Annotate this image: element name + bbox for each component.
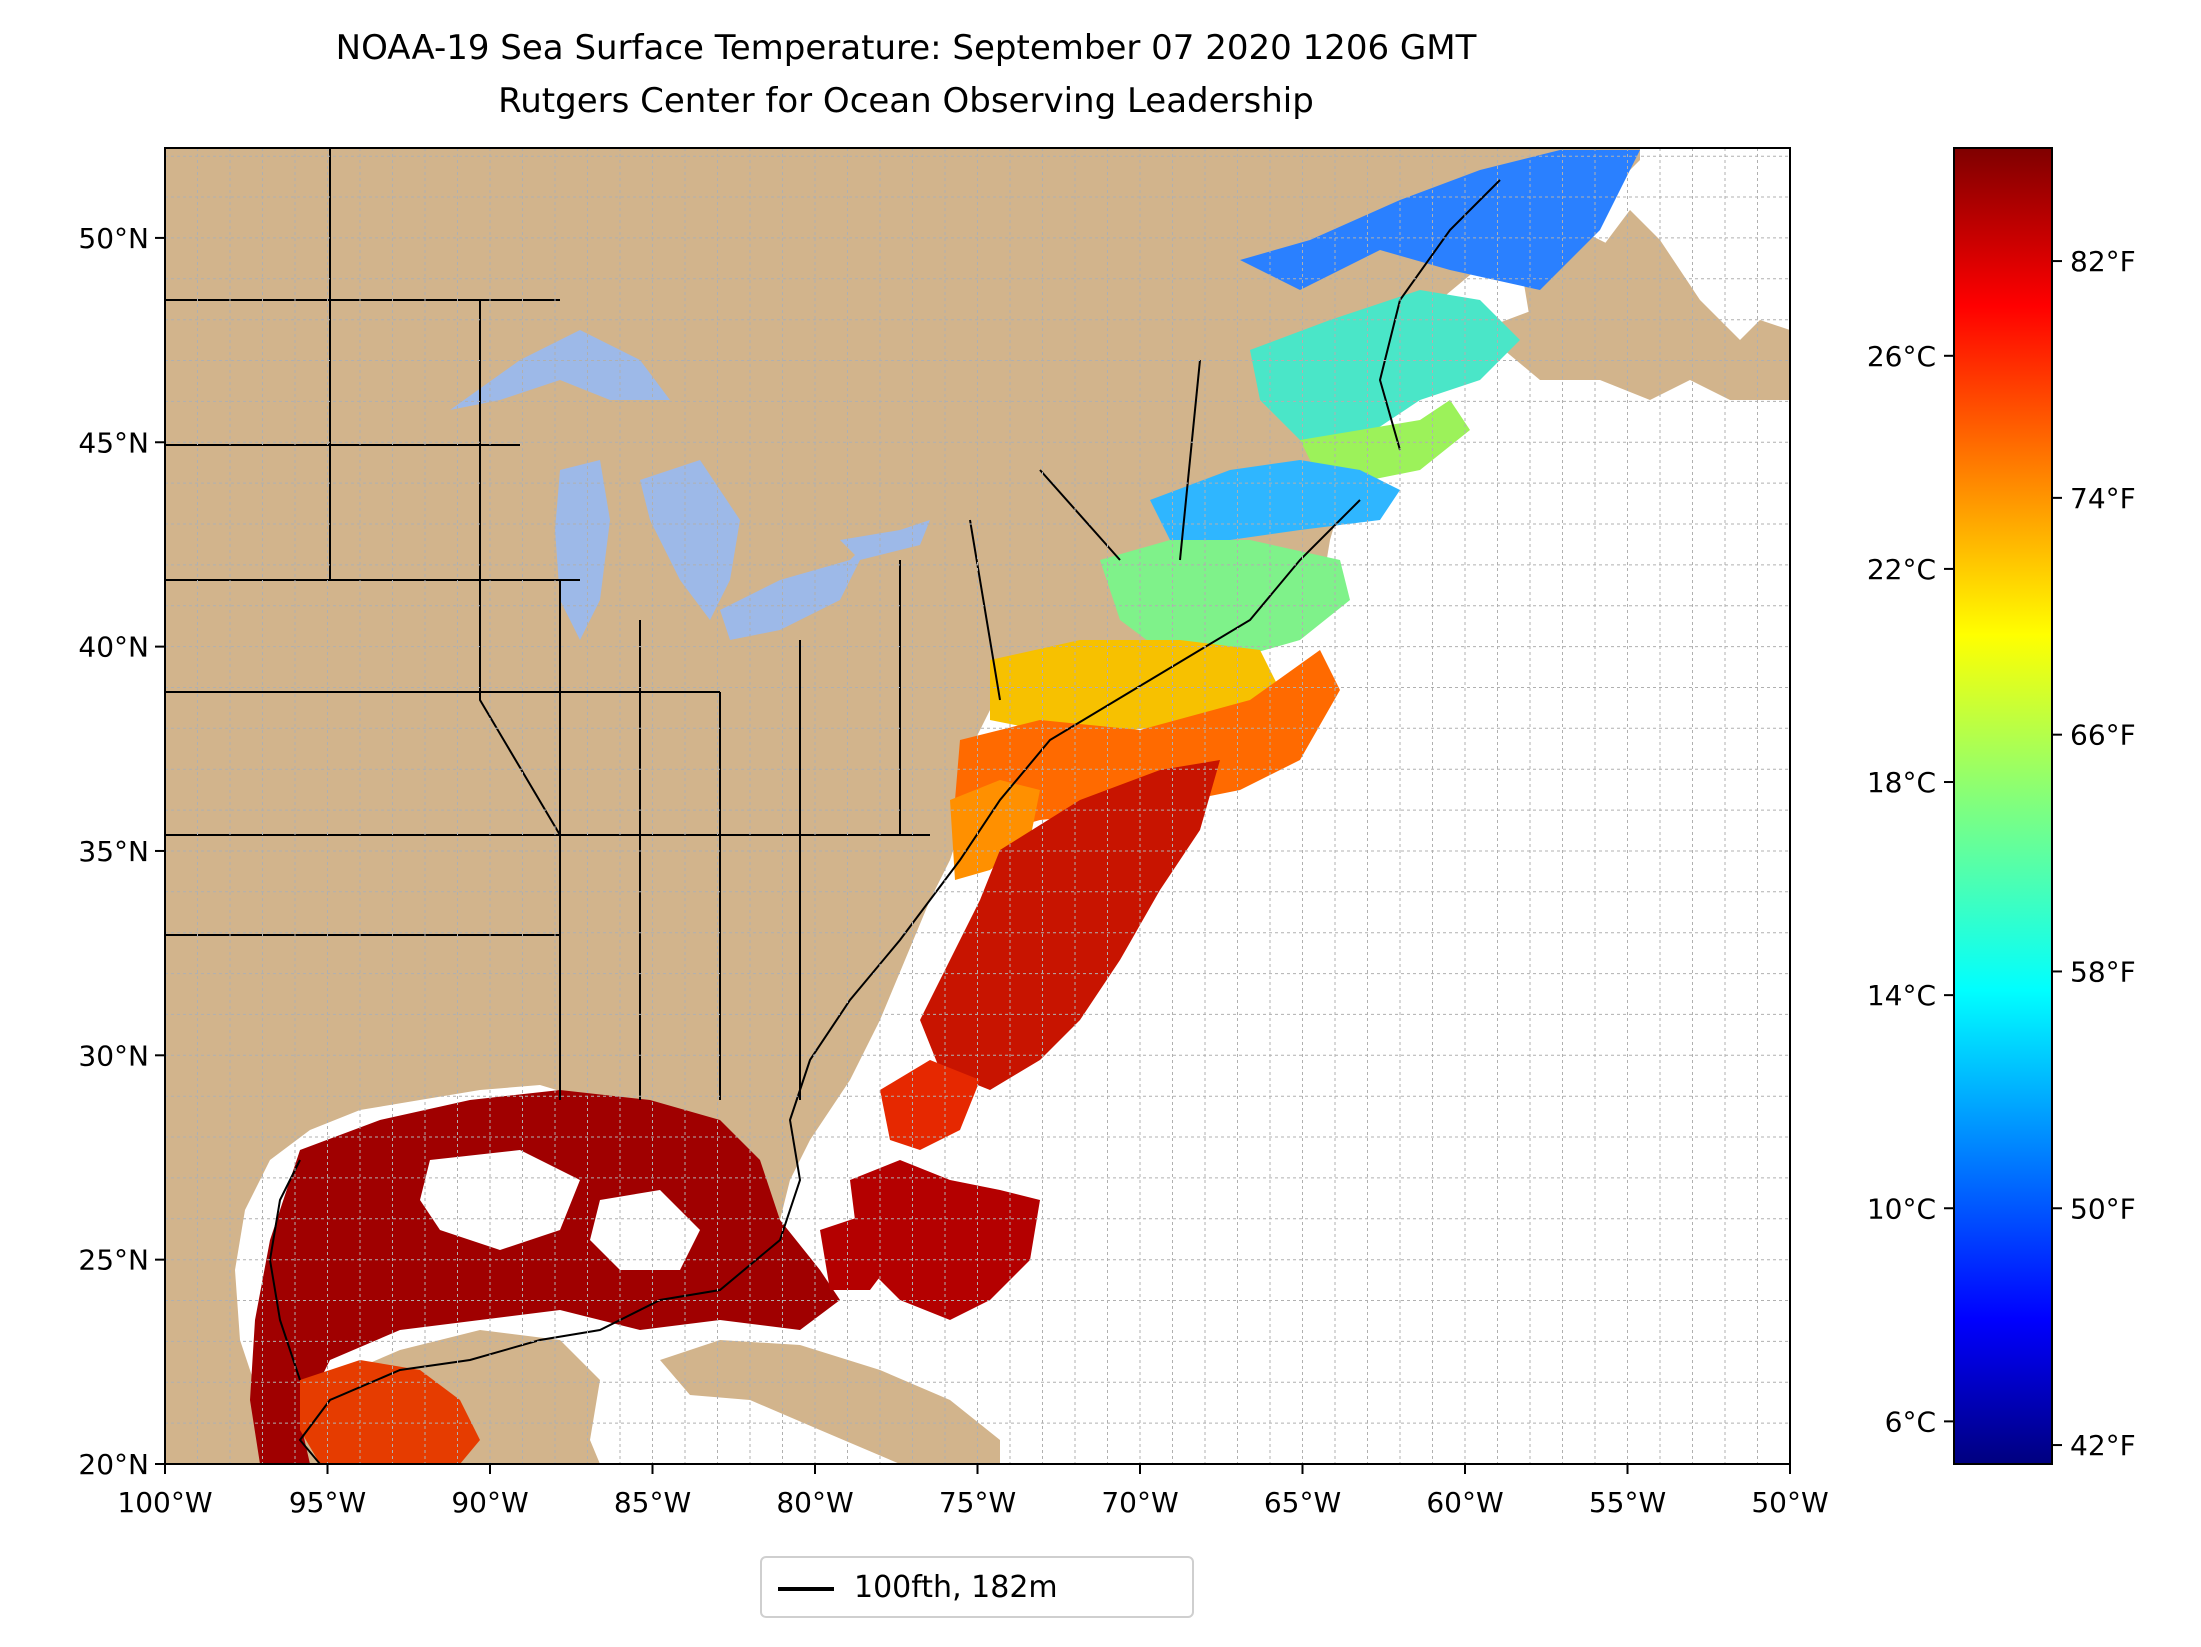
y-tick-label: 45°N [78,426,149,459]
colorbar-celsius-axis: 6°C 10°C 14°C 18°C 22°C 26°C [1867,340,1954,1438]
latitude-axis: 20°N 25°N 30°N 35°N 40°N 45°N 50°N [78,222,165,1481]
celsius-tick-label: 6°C [1885,1405,1936,1438]
celsius-tick-label: 22°C [1867,553,1936,586]
x-tick-label: 55°W [1589,1486,1666,1519]
colorbar-fahrenheit-axis: 42°F 50°F 58°F 66°F 74°F 82°F [2052,245,2136,1462]
celsius-tick-label: 14°C [1867,979,1936,1012]
legend: 100fth, 182m [760,1556,1194,1618]
x-tick-label: 50°W [1751,1486,1828,1519]
sst-swath-atlantic [850,760,1220,1320]
fahrenheit-tick-label: 58°F [2070,955,2136,988]
x-tick-label: 80°W [776,1486,853,1519]
sst-swath-northeast [950,150,1640,880]
great-lakes [450,330,930,640]
y-tick-label: 30°N [78,1039,149,1072]
y-tick-label: 50°N [78,222,149,255]
fahrenheit-tick-label: 66°F [2070,719,2136,752]
map-subtitle: Rutgers Center for Ocean Observing Leade… [498,81,1314,121]
x-tick-label: 95°W [289,1486,366,1519]
celsius-tick-label: 26°C [1867,340,1936,373]
x-tick-label: 75°W [939,1486,1016,1519]
x-tick-label: 85°W [614,1486,691,1519]
longitude-axis: 100°W 95°W 90°W 85°W 80°W 75°W 70°W 65°W 60°W 55°… [117,1464,1829,1519]
x-tick-label: 70°W [1101,1486,1178,1519]
y-tick-label: 35°N [78,835,149,868]
celsius-tick-label: 18°C [1867,766,1936,799]
boundaries [165,148,1201,1100]
fahrenheit-tick-label: 82°F [2070,245,2136,278]
x-tick-label: 65°W [1264,1486,1341,1519]
y-tick-label: 40°N [78,631,149,664]
y-tick-label: 20°N [78,1448,149,1481]
celsius-tick-label: 10°C [1867,1192,1936,1225]
sst-swath-gulf [250,1090,900,1464]
legend-line-swatch [778,1587,834,1591]
x-tick-label: 100°W [117,1486,212,1519]
y-tick-label: 25°N [78,1244,149,1277]
legend-label: 100fth, 182m [854,1570,1058,1605]
colorbar: 6°C 10°C 14°C 18°C 22°C 26°C 42°F 50°F 58°F 66°F… [1867,147,2136,1465]
gridlines [164,148,1791,1465]
x-tick-label: 90°W [451,1486,528,1519]
x-tick-label: 60°W [1426,1486,1503,1519]
colorbar-gradient [1953,147,2053,1465]
map-panel: 100°W 95°W 90°W 85°W 80°W 75°W 70°W 65°W 60°W 55°… [78,147,1829,1519]
fahrenheit-tick-label: 50°F [2070,1192,2136,1225]
map-title: NOAA-19 Sea Surface Temperature: Septemb… [335,28,1477,68]
fahrenheit-tick-label: 42°F [2070,1429,2136,1462]
cuba-land [660,1340,1000,1464]
fahrenheit-tick-label: 74°F [2070,482,2136,515]
